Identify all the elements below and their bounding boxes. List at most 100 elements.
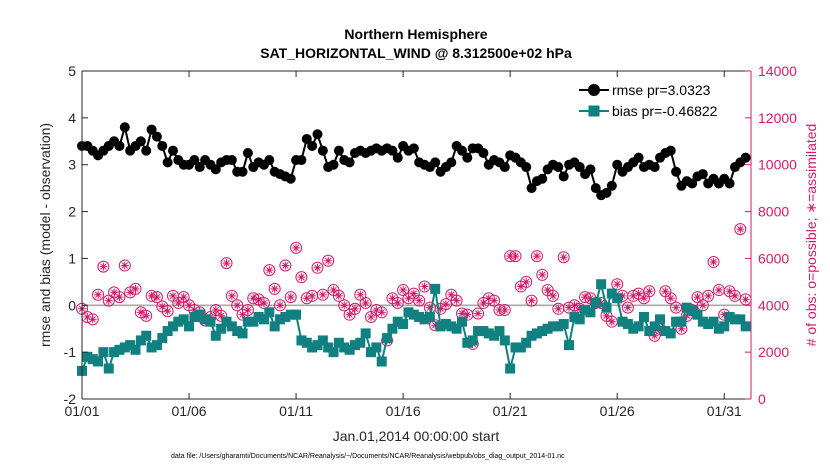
bias-point xyxy=(585,307,596,318)
bias-point xyxy=(253,312,264,322)
bias-point xyxy=(649,321,660,332)
obs-point xyxy=(322,254,335,267)
legend-rmse-marker xyxy=(588,84,600,96)
obs-assimilated-marker xyxy=(356,290,365,299)
rmse-point xyxy=(285,173,296,184)
obs-assimilated-marker xyxy=(490,296,499,305)
obs-point xyxy=(423,301,436,314)
obs-possible-marker xyxy=(728,289,741,302)
bias-point xyxy=(135,335,146,346)
obs-assimilated-marker xyxy=(420,282,429,291)
rmse-point xyxy=(237,166,248,177)
obs-possible-marker xyxy=(530,250,543,263)
y2-tick-label: 12000 xyxy=(758,110,797,126)
bias-point xyxy=(221,316,232,327)
bias-point xyxy=(173,316,184,327)
obs-point xyxy=(520,275,533,288)
rmse-point xyxy=(167,145,178,156)
rmse-point xyxy=(553,162,564,173)
obs-assimilated-marker xyxy=(104,296,113,305)
legend-box xyxy=(572,80,744,120)
obs-assimilated-marker xyxy=(522,277,531,286)
rmse-point xyxy=(521,162,532,173)
rmse-point xyxy=(687,178,698,189)
bias-point xyxy=(258,314,269,325)
obs-assimilated-marker xyxy=(479,298,488,307)
obs-assimilated-marker xyxy=(645,287,654,296)
obs-point xyxy=(311,261,324,274)
bias-point xyxy=(628,323,639,334)
obs-possible-marker xyxy=(734,223,747,236)
legend-bias-marker xyxy=(588,105,600,117)
obs-assimilated-marker xyxy=(570,301,579,310)
obs-assimilated-marker xyxy=(543,286,552,295)
obs-point xyxy=(338,299,351,312)
obs-point xyxy=(150,291,163,304)
obs-assimilated-marker xyxy=(313,263,322,272)
obs-assimilated-marker xyxy=(602,311,611,320)
rmse-point xyxy=(312,129,323,140)
obs-possible-marker xyxy=(348,302,361,315)
obs-assimilated-marker xyxy=(441,300,450,309)
bias-point xyxy=(232,326,243,337)
obs-possible-marker xyxy=(611,278,624,291)
rmse-point xyxy=(146,124,157,135)
bias-point xyxy=(638,312,649,322)
obs-possible-marker xyxy=(241,303,254,316)
bias-point xyxy=(687,304,698,315)
obs-point xyxy=(536,268,549,281)
bias-point xyxy=(681,302,692,313)
obs-point xyxy=(450,294,463,307)
bias-point xyxy=(157,333,168,344)
obs-assimilated-marker xyxy=(350,304,359,313)
bias-point xyxy=(633,321,644,332)
bias-point xyxy=(719,321,730,332)
bias-point xyxy=(296,335,307,346)
bias-point xyxy=(184,321,195,332)
bias-point xyxy=(307,342,318,353)
y2-tick-label: 6000 xyxy=(758,250,789,266)
bias-point xyxy=(280,312,291,322)
bias-point xyxy=(697,316,708,327)
rmse-point xyxy=(724,178,735,189)
rmse-point xyxy=(649,162,660,173)
obs-possible-marker xyxy=(311,261,324,274)
bias-point xyxy=(564,340,575,351)
x-tick-label: 01/01 xyxy=(64,403,99,419)
bias-point xyxy=(505,363,516,374)
obs-possible-marker xyxy=(231,299,244,312)
obs-assimilated-marker xyxy=(613,280,622,289)
rmse-point xyxy=(157,140,168,151)
obs-assimilated-marker xyxy=(431,321,440,330)
bias-point xyxy=(275,314,286,325)
obs-possible-marker xyxy=(520,275,533,288)
obs-assimilated-marker xyxy=(158,302,167,311)
rmse-point xyxy=(344,157,355,168)
obs-assimilated-marker xyxy=(682,311,691,320)
obs-point xyxy=(306,289,319,302)
x-tick-label: 01/16 xyxy=(386,403,421,419)
obs-point xyxy=(637,292,650,305)
obs-point xyxy=(702,289,715,302)
obs-possible-marker xyxy=(92,288,105,301)
bias-point xyxy=(398,319,409,330)
rmse-point xyxy=(446,157,457,168)
y2-tick-label: 2000 xyxy=(758,344,789,360)
obs-assimilated-marker xyxy=(404,294,413,303)
rmse-point xyxy=(612,159,623,170)
obs-possible-marker xyxy=(621,301,634,314)
obs-point xyxy=(354,288,367,301)
bias-point xyxy=(451,323,462,334)
obs-point xyxy=(621,301,634,314)
rmse-point xyxy=(408,143,419,154)
bias-point xyxy=(703,319,714,330)
obs-point xyxy=(696,299,709,312)
rmse-point xyxy=(526,183,537,194)
obs-point xyxy=(472,307,485,320)
obs-assimilated-marker xyxy=(730,291,739,300)
bias-point xyxy=(151,340,162,351)
obs-point xyxy=(241,303,254,316)
obs-assimilated-marker xyxy=(399,286,408,295)
obs-point xyxy=(348,302,361,315)
